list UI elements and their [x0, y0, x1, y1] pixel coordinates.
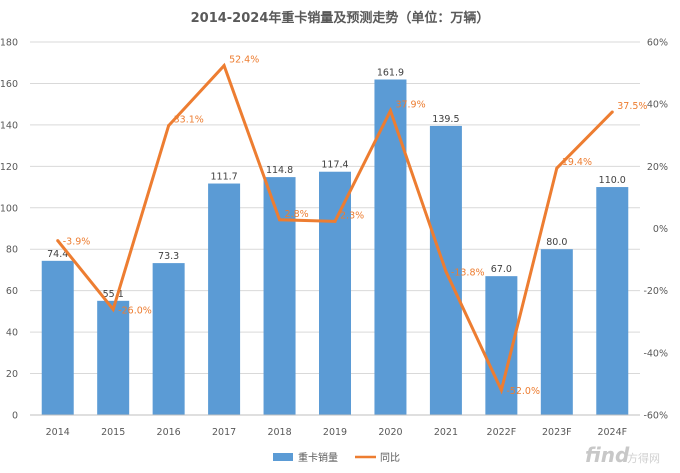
line-data-label: -13.8%: [451, 267, 485, 278]
legend-bar-swatch: [273, 453, 293, 461]
bar: [97, 300, 130, 415]
legend-bar-label: 重卡销量: [298, 451, 338, 464]
bar: [319, 171, 351, 415]
bar: [41, 260, 74, 415]
watermark: find 方得网: [585, 443, 660, 467]
y-left-tick-label: 160: [0, 79, 18, 90]
y-right-tick-label: 0%: [653, 224, 668, 235]
line-point: [333, 219, 337, 223]
line-data-label: 19.4%: [562, 157, 592, 168]
line-data-label: 33.1%: [174, 115, 204, 126]
bar-data-label: 161.9: [377, 68, 404, 79]
legend: 重卡销量 同比: [273, 451, 400, 464]
x-tick-label: 2023F: [542, 427, 572, 438]
x-axis: 2014 2015 2016 2017 2018 2019 2020 2021 2022F 202…: [30, 414, 640, 438]
bar-data-label: 139.5: [432, 114, 459, 125]
y-left-tick-label: 0: [12, 411, 18, 422]
y-right-tick-label: 40%: [647, 100, 668, 111]
y-left-tick-label: 140: [0, 120, 18, 131]
x-tick-label: 2024F: [597, 427, 627, 438]
line-data-label: 37.5%: [617, 101, 647, 112]
bar-data-labels: 74.4 55.1 73.3 111.7 114.8 117.4 161.9 139.5 67.…: [47, 68, 626, 300]
y-axis-right: -60% -40% -20% 0% 20% 40% 60%: [643, 38, 668, 422]
y-right-tick-label: -40%: [643, 348, 668, 359]
legend-line-label: 同比: [380, 452, 400, 464]
line-series: [56, 62, 614, 395]
bar: [152, 263, 185, 415]
line-point: [222, 64, 226, 68]
x-tick-label: 2021: [434, 427, 458, 438]
y-right-tick-label: 20%: [647, 162, 668, 173]
x-tick-label: 2017: [212, 427, 236, 438]
bar: [596, 187, 629, 415]
line-point: [555, 166, 559, 170]
line-data-labels: -3.9% -26.0% 33.1% 52.4% 2.8% 2.3% 37.9% -13.8%…: [63, 55, 648, 398]
x-tick-label: 2022F: [487, 427, 517, 438]
y-left-tick-label: 120: [0, 162, 18, 173]
y-right-tick-label: -20%: [643, 286, 668, 297]
line-point: [56, 239, 60, 243]
bar: [208, 183, 241, 415]
bar-data-label: 74.4: [47, 249, 68, 260]
y-right-tick-label: -60%: [643, 411, 668, 422]
line-data-label: 2.3%: [340, 210, 364, 221]
bar-data-label: 80.0: [546, 237, 567, 248]
y-left-tick-label: 60: [6, 286, 18, 297]
bar: [540, 249, 573, 415]
x-tick-label: 2014: [46, 427, 70, 438]
bar-data-label: 73.3: [158, 251, 179, 262]
x-tick-label: 2018: [267, 427, 291, 438]
y-left-tick-label: 100: [0, 203, 18, 214]
bar-data-label: 67.0: [491, 264, 512, 275]
line-data-label: -3.9%: [63, 237, 91, 248]
line-point: [167, 124, 171, 128]
y-left-tick-label: 180: [0, 38, 18, 49]
bar: [374, 79, 407, 415]
watermark-brand-cn: 方得网: [627, 451, 660, 465]
line-point: [388, 109, 392, 113]
bar-series: [41, 79, 629, 416]
line-point: [610, 110, 614, 114]
line-point: [444, 269, 448, 273]
line-point: [278, 218, 282, 222]
x-tick-label: 2016: [157, 427, 181, 438]
line-point: [499, 388, 503, 392]
bar-data-label: 110.0: [599, 175, 626, 186]
chart-title: 2014-2024年重卡销量及预测走势（单位：万辆）: [191, 10, 490, 26]
x-tick-label: 2019: [323, 427, 347, 438]
y-left-tick-label: 20: [6, 369, 18, 380]
line-data-label: 37.9%: [395, 100, 425, 111]
bar-data-label: 114.8: [266, 165, 293, 176]
x-tick-label: 2015: [101, 427, 125, 438]
line-data-label: 2.8%: [285, 209, 309, 220]
bar-data-label: 55.1: [103, 289, 124, 300]
bar-data-label: 111.7: [210, 172, 237, 183]
line-data-label: 52.4%: [229, 55, 259, 66]
y-left-tick-label: 40: [6, 328, 18, 339]
y-left-tick-label: 80: [6, 245, 18, 256]
line-point: [111, 307, 115, 311]
y-right-tick-label: 60%: [647, 38, 668, 49]
line-data-label: -26.0%: [118, 305, 152, 316]
bar-data-label: 117.4: [321, 160, 348, 171]
x-tick-label: 2020: [378, 427, 402, 438]
watermark-brand: find: [585, 443, 630, 467]
y-axis-left: 0 20 40 60 80 100 120 140 160 180: [0, 38, 18, 422]
line-data-label: -52.0%: [506, 386, 540, 397]
